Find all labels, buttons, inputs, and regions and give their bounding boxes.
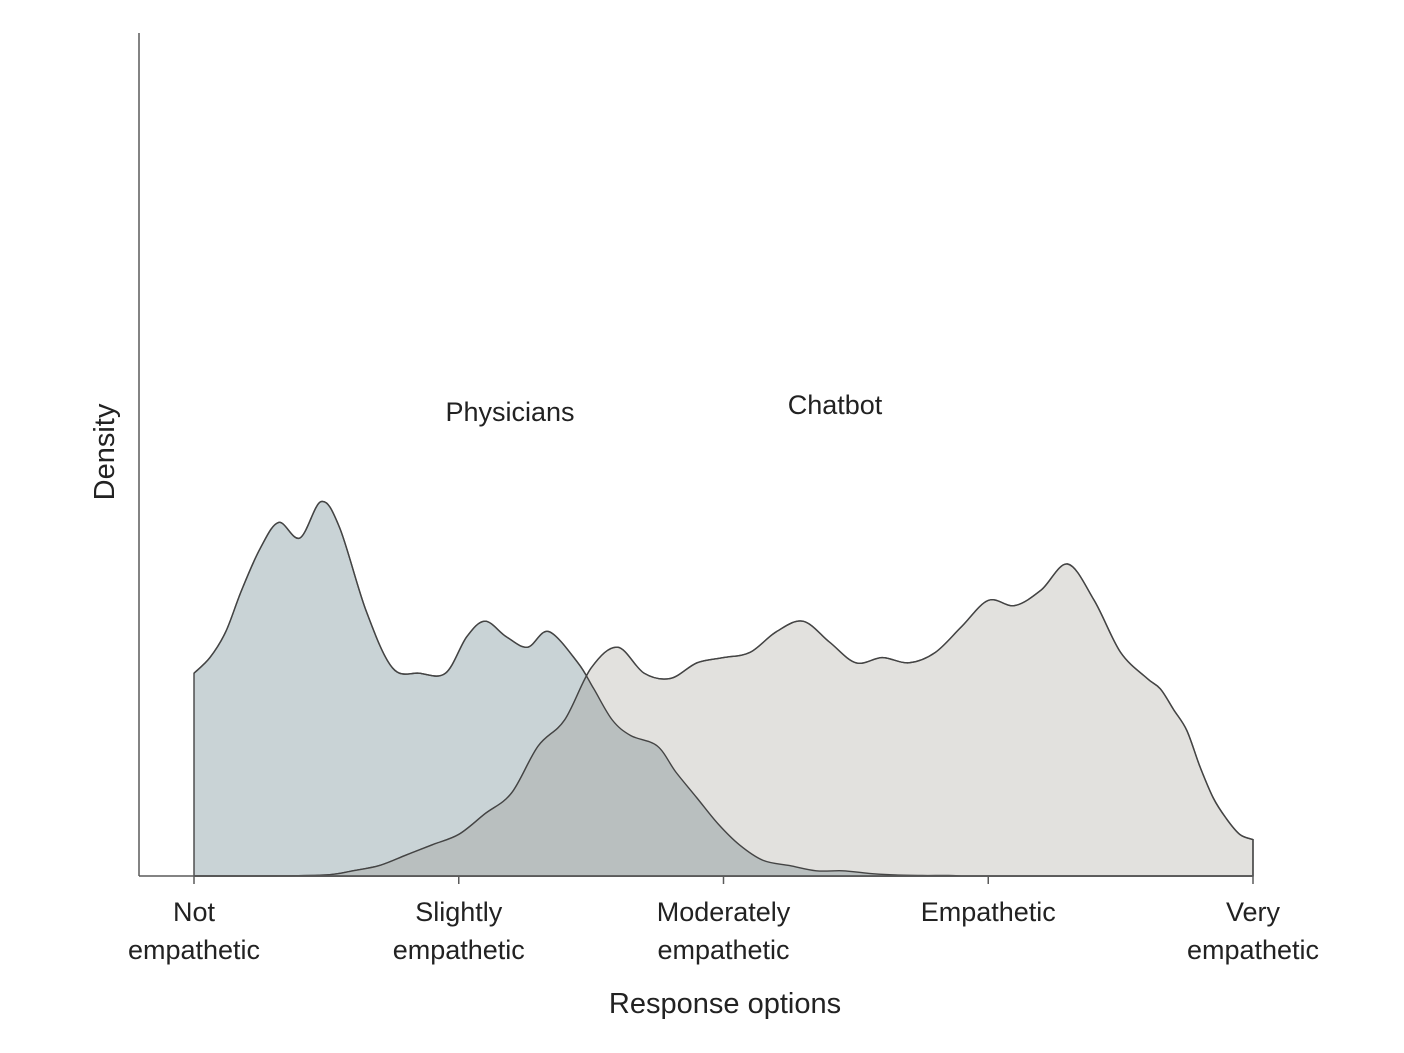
x-axis-tick-labels: Not empathetic Slightly empathetic Moderatel… bbox=[128, 897, 1319, 965]
x-tick-label-0: Not empathetic bbox=[128, 897, 260, 965]
physicians-series-label: Physicians bbox=[445, 397, 574, 427]
x-tick-label-4: Very empathetic bbox=[1187, 897, 1319, 965]
plot-area bbox=[193, 500, 1254, 877]
chatbot-density-line bbox=[193, 563, 1254, 877]
x-axis-ticks bbox=[193, 876, 1254, 884]
chatbot-series-label: Chatbot bbox=[788, 390, 883, 420]
x-tick-label-2: Moderately empathetic bbox=[657, 897, 791, 965]
x-axis-title: Response options bbox=[609, 988, 841, 1020]
x-tick-label-3: Empathetic bbox=[921, 897, 1056, 927]
y-axis-title: Density bbox=[89, 403, 121, 500]
x-tick-label-1: Slightly empathetic bbox=[393, 897, 525, 965]
